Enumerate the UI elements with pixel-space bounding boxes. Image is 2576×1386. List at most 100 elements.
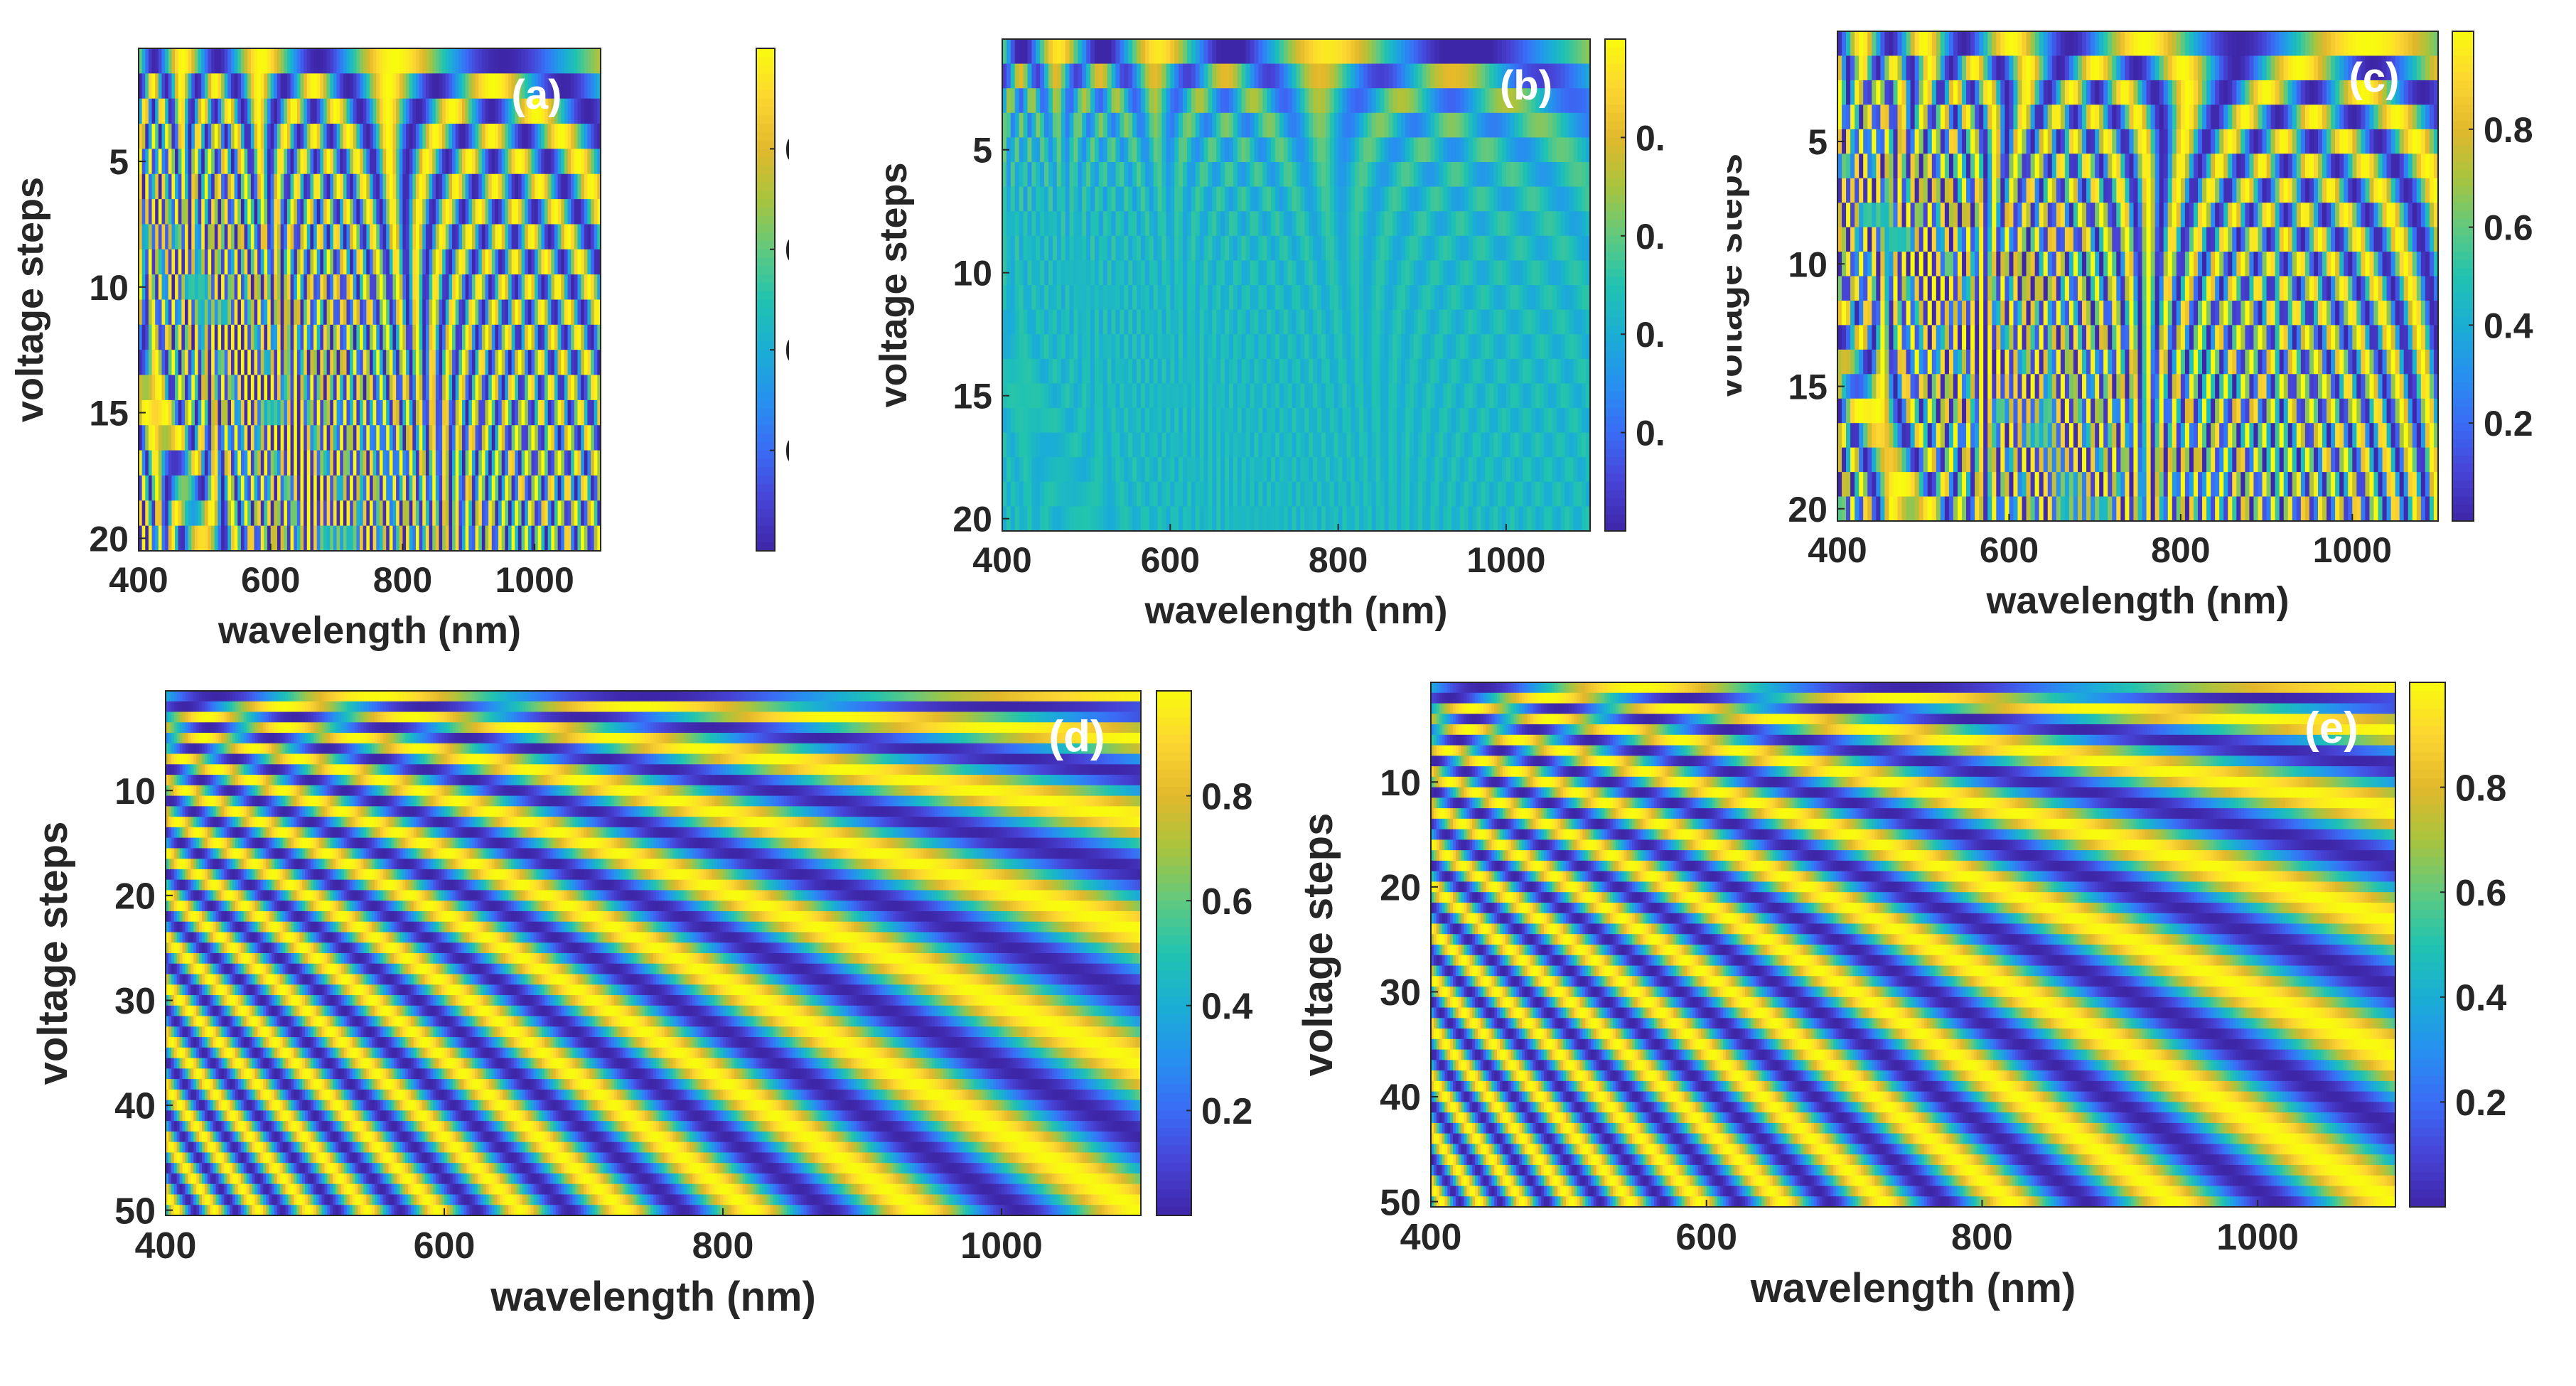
- heatmap-cell: [1208, 309, 1213, 335]
- heatmap-cell: [280, 173, 284, 200]
- heatmap-cell: [214, 249, 219, 275]
- heatmap-cell: [581, 425, 585, 451]
- heatmap-cell: [1183, 285, 1188, 311]
- heatmap-cell: [1565, 358, 1570, 384]
- heatmap-cell: [188, 224, 192, 250]
- heatmap-cell: [366, 73, 370, 100]
- heatmap-cell: [1090, 63, 1095, 89]
- heatmap-cell: [1506, 63, 1511, 89]
- heatmap-cell: [1191, 235, 1196, 261]
- heatmap-cell: [376, 350, 380, 376]
- heatmap-cell: [1380, 63, 1385, 89]
- heatmap-cell: [1514, 112, 1520, 138]
- heatmap-cell: [1535, 88, 1540, 114]
- heatmap-cell: [571, 350, 575, 376]
- heatmap-cell: [247, 149, 252, 175]
- heatmap-cell: [475, 199, 479, 225]
- heatmap-cell: [208, 124, 212, 149]
- heatmap-cell: [1422, 88, 1427, 114]
- heatmap-cell: [1271, 112, 1276, 138]
- heatmap-cell: [1078, 88, 1083, 114]
- heatmap-cell: [1565, 285, 1570, 311]
- heatmap-cell: [350, 199, 354, 225]
- heatmap-cell: [1027, 285, 1032, 311]
- heatmap-cell: [247, 98, 252, 124]
- heatmap-cell: [1422, 383, 1427, 409]
- heatmap-cell: [1493, 285, 1498, 311]
- heatmap-cell: [1565, 186, 1570, 212]
- heatmap-cell: [320, 199, 324, 225]
- heatmap-cell: [194, 199, 199, 225]
- heatmap-cell: [544, 299, 549, 326]
- heatmap-cell: [1220, 260, 1225, 286]
- heatmap-cell: [1170, 383, 1175, 409]
- heatmap-cell: [155, 249, 159, 275]
- heatmap-cell: [270, 249, 274, 275]
- heatmap-cell: [1544, 383, 1549, 409]
- heatmap-cell: [340, 274, 344, 301]
- heatmap-cell: [412, 274, 417, 301]
- heatmap-cell: [557, 173, 562, 200]
- heatmap-cell: [1296, 309, 1302, 335]
- heatmap-cell: [1485, 112, 1490, 138]
- heatmap-cell: [475, 399, 479, 426]
- heatmap-cell: [1329, 137, 1335, 163]
- heatmap-cell: [1363, 383, 1368, 409]
- heatmap-cell: [1506, 162, 1511, 188]
- heatmap-cell: [481, 299, 486, 326]
- heatmap-cell: [376, 48, 380, 74]
- heatmap-cell: [270, 299, 274, 326]
- heatmap-cell: [1544, 211, 1549, 237]
- heatmap-cell: [280, 399, 284, 426]
- heatmap-cell: [161, 324, 166, 350]
- heatmap-cell: [310, 450, 314, 476]
- heatmap-cell: [561, 525, 565, 552]
- heatmap-cell: [254, 324, 258, 350]
- heatmap-cell: [1082, 358, 1087, 384]
- heatmap-cell: [429, 249, 433, 275]
- heatmap-cell: [498, 98, 503, 124]
- heatmap-cell: [1090, 285, 1095, 311]
- heatmap-cell: [1523, 334, 1528, 360]
- heatmap-cell: [1309, 309, 1314, 335]
- heatmap-cell: [495, 324, 499, 350]
- heatmap-cell: [139, 98, 143, 124]
- heatmap-cell: [455, 450, 459, 476]
- heatmap-cell: [455, 375, 459, 401]
- heatmap-cell: [1342, 285, 1347, 311]
- heatmap-cell: [574, 399, 579, 426]
- heatmap-cell: [218, 249, 222, 275]
- heatmap-cell: [389, 375, 394, 401]
- heatmap-cell: [1137, 285, 1142, 311]
- heatmap-cell: [379, 224, 384, 250]
- heatmap-cell: [250, 399, 255, 426]
- heatmap-cell: [1241, 235, 1247, 261]
- heatmap-cell: [1153, 235, 1159, 261]
- heatmap-cell: [313, 350, 318, 376]
- heatmap-cell: [1493, 211, 1498, 237]
- heatmap-cell: [429, 124, 433, 149]
- heatmap-cell: [396, 98, 400, 124]
- heatmap-cell: [257, 375, 262, 401]
- heatmap-cell: [234, 224, 238, 250]
- heatmap-cell: [1476, 39, 1482, 65]
- heatmap-cell: [148, 149, 153, 175]
- heatmap-cell: [237, 500, 242, 527]
- heatmap-cell: [1120, 186, 1125, 212]
- heatmap-cell: [1065, 88, 1070, 114]
- heatmap-cell: [316, 399, 321, 426]
- heatmap-cell: [294, 149, 298, 175]
- heatmap-cell: [277, 98, 281, 124]
- heatmap-cell: [1287, 211, 1293, 237]
- heatmap-cell: [191, 173, 195, 200]
- heatmap-cell: [1573, 358, 1578, 384]
- heatmap-cell: [1258, 137, 1263, 163]
- heatmap-cell: [567, 450, 571, 476]
- heatmap-cell: [1086, 285, 1091, 311]
- heatmap-cell: [191, 224, 195, 250]
- heatmap-cell: [227, 299, 232, 326]
- heatmap-cell: [574, 149, 579, 175]
- heatmap-cell: [1225, 39, 1230, 65]
- heatmap-cell: [310, 249, 314, 275]
- heatmap-cell: [290, 500, 294, 527]
